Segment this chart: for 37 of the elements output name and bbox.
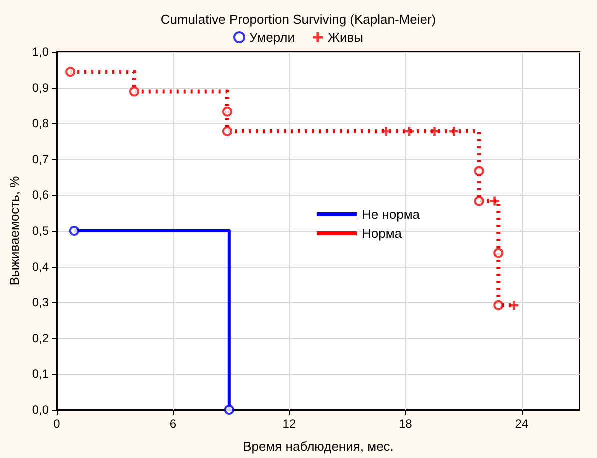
point: [69, 226, 80, 236]
x-axis-title: Время наблюдения, мес.: [243, 439, 394, 454]
legend-label: Не норма: [362, 207, 421, 222]
y-tick-label: 0,8: [32, 116, 50, 131]
point: [490, 196, 500, 206]
point: [405, 126, 414, 136]
y-tick-label: 0,4: [32, 260, 50, 274]
y-tick-label: 0,9: [32, 80, 50, 95]
y-tick-label: 0,7: [32, 152, 50, 166]
x-tick-label: 0: [54, 417, 61, 431]
point: [66, 67, 76, 78]
point: [494, 300, 504, 310]
point: [129, 86, 140, 97]
y-tick-label: 0,5: [32, 224, 50, 238]
legend-label: Норма: [362, 226, 403, 241]
y-tick-label: 0,6: [32, 188, 50, 202]
y-tick-label: 1,0: [32, 45, 50, 59]
point: [224, 405, 234, 415]
x-tick-label: 18: [398, 417, 413, 431]
legend-label: Живы: [328, 30, 364, 45]
y-tick-label: 0,0: [32, 403, 50, 417]
point: [494, 248, 504, 258]
y-axis-title: Выживаемость, %: [7, 176, 22, 286]
point: [430, 126, 440, 136]
x-tick-label: 12: [282, 417, 296, 431]
point: [450, 126, 459, 136]
chart-title: Cumulative Proportion Surviving (Kaplan-Meier): [160, 12, 436, 27]
x-tick-label: 24: [515, 417, 529, 431]
point: [474, 196, 484, 206]
point: [222, 106, 232, 117]
y-tick-label: 0,2: [32, 331, 50, 346]
legend-label: Умерли: [250, 30, 295, 45]
point: [222, 126, 232, 136]
y-tick-label: 0,3: [32, 296, 50, 310]
x-tick-label: 6: [170, 417, 177, 431]
point: [474, 166, 484, 176]
y-tick-label: 0,1: [32, 367, 50, 382]
